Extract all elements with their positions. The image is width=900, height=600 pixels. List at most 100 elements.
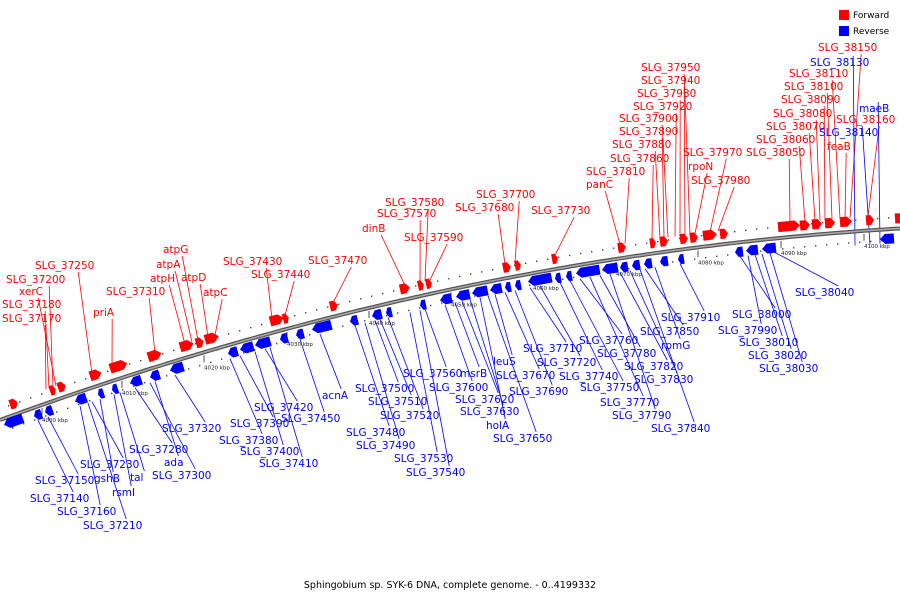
- label-connector: [661, 124, 669, 238]
- label-connector: [661, 137, 665, 238]
- minor-tick: [492, 269, 494, 271]
- minor-tick: [89, 400, 91, 402]
- minor-tick: [474, 295, 476, 297]
- reverse-gene: [555, 272, 562, 284]
- label-connector: [354, 325, 390, 427]
- gene-label: SLG_37720: [537, 357, 596, 369]
- forward-gene: [702, 229, 717, 241]
- gene-label: SLG_37650: [493, 433, 552, 445]
- minor-tick: [342, 325, 344, 327]
- gene-label: SLG_38040: [795, 287, 854, 299]
- minor-tick: [8, 405, 10, 407]
- gene-label: maeB: [859, 103, 889, 115]
- forward-gene: [146, 349, 162, 363]
- minor-tick: [34, 419, 36, 421]
- label-connector: [113, 394, 132, 487]
- label-connector: [284, 280, 295, 316]
- reverse-gene: [660, 255, 669, 267]
- reverse-gene: [456, 289, 471, 301]
- gene-label: holA: [486, 420, 510, 432]
- gene-label: SLG_38000: [732, 309, 791, 321]
- forward-label: Forward: [853, 11, 889, 21]
- reverse-gene: [98, 388, 106, 399]
- label-connector: [694, 172, 708, 234]
- gene-label: panC: [586, 179, 613, 191]
- forward-gene: [203, 332, 219, 345]
- minor-tick: [30, 397, 32, 399]
- gene-label: SLG_37940: [641, 75, 700, 87]
- minor-tick: [760, 250, 762, 252]
- tick-label: 4100 kbp: [864, 244, 890, 250]
- reverse-gene: [576, 264, 601, 278]
- gene-label: SLG_37600: [429, 382, 488, 394]
- gene-label: SLG_38020: [748, 350, 807, 362]
- label-connector: [747, 255, 762, 325]
- label-connector: [683, 73, 691, 235]
- minor-tick: [12, 427, 14, 429]
- minor-tick: [782, 248, 784, 250]
- label-connector: [808, 132, 816, 221]
- gene-label: SLG_37310: [106, 286, 165, 298]
- minor-tick: [657, 240, 659, 243]
- label-connector: [798, 145, 806, 222]
- reverse-gene: [372, 308, 383, 321]
- label-connector: [554, 216, 575, 256]
- minor-tick: [228, 333, 230, 335]
- forward-gene: [424, 278, 432, 290]
- label-connector: [877, 101, 881, 244]
- forward-gene: [679, 233, 688, 245]
- label-connector: [299, 339, 325, 413]
- label-connector: [174, 374, 206, 423]
- minor-tick: [668, 239, 670, 241]
- reverse-gene: [280, 332, 290, 344]
- gene-label: SLG_37170: [2, 313, 61, 325]
- forward-gene: [689, 232, 698, 243]
- label-connector: [77, 271, 93, 374]
- label-connector: [579, 278, 623, 335]
- label-connector: [815, 119, 821, 221]
- minor-tick: [525, 262, 527, 264]
- reverse-gene: [644, 258, 653, 269]
- gene-label: SLG_37810: [586, 166, 645, 178]
- gene-label: SLG_37990: [718, 325, 777, 337]
- minor-tick: [305, 312, 307, 314]
- forward-gene: [865, 215, 874, 226]
- label-connector: [867, 125, 880, 217]
- gene-label: SLG_38140: [819, 127, 878, 139]
- minor-tick: [573, 276, 575, 279]
- minor-tick: [133, 385, 135, 387]
- gene-label: msrB: [460, 368, 487, 380]
- gene-label: gshB: [94, 473, 120, 485]
- gene-label: SLG_37510: [368, 396, 427, 408]
- gene-label: SLG_38110: [789, 68, 848, 80]
- reverse-gene: [678, 253, 685, 265]
- label-connector: [823, 105, 826, 220]
- gene-label: SLG_38030: [759, 363, 818, 375]
- minor-tick: [23, 423, 25, 425]
- reverse-gene: [386, 306, 393, 318]
- gene-label: leuS: [493, 356, 516, 368]
- label-connector: [619, 272, 668, 361]
- gene-label: SLG_37500: [355, 383, 414, 395]
- forward-gene: [551, 253, 558, 265]
- minor-tick: [536, 260, 538, 262]
- reverse-gene: [350, 314, 359, 326]
- gene-features: [4, 213, 900, 428]
- gene-label: SLG_38100: [784, 81, 843, 93]
- label-connector: [629, 270, 678, 374]
- reverse-gene: [746, 244, 759, 256]
- label-connector: [454, 302, 480, 368]
- label-connector: [761, 253, 792, 350]
- reverse-label: Reverse: [853, 27, 890, 37]
- reverse-gene: [490, 282, 503, 295]
- label-connector: [379, 319, 412, 396]
- gene-label: SLG_37760: [579, 335, 638, 347]
- minor-tick: [67, 407, 69, 409]
- gene-label: SLG_37160: [57, 506, 116, 518]
- minor-tick: [56, 411, 58, 413]
- gene-label: SLG_38080: [773, 108, 832, 120]
- tick-label: 4040 kbp: [369, 321, 395, 327]
- minor-tick: [877, 217, 879, 220]
- minor-tick: [144, 382, 146, 384]
- minor-tick: [448, 278, 450, 280]
